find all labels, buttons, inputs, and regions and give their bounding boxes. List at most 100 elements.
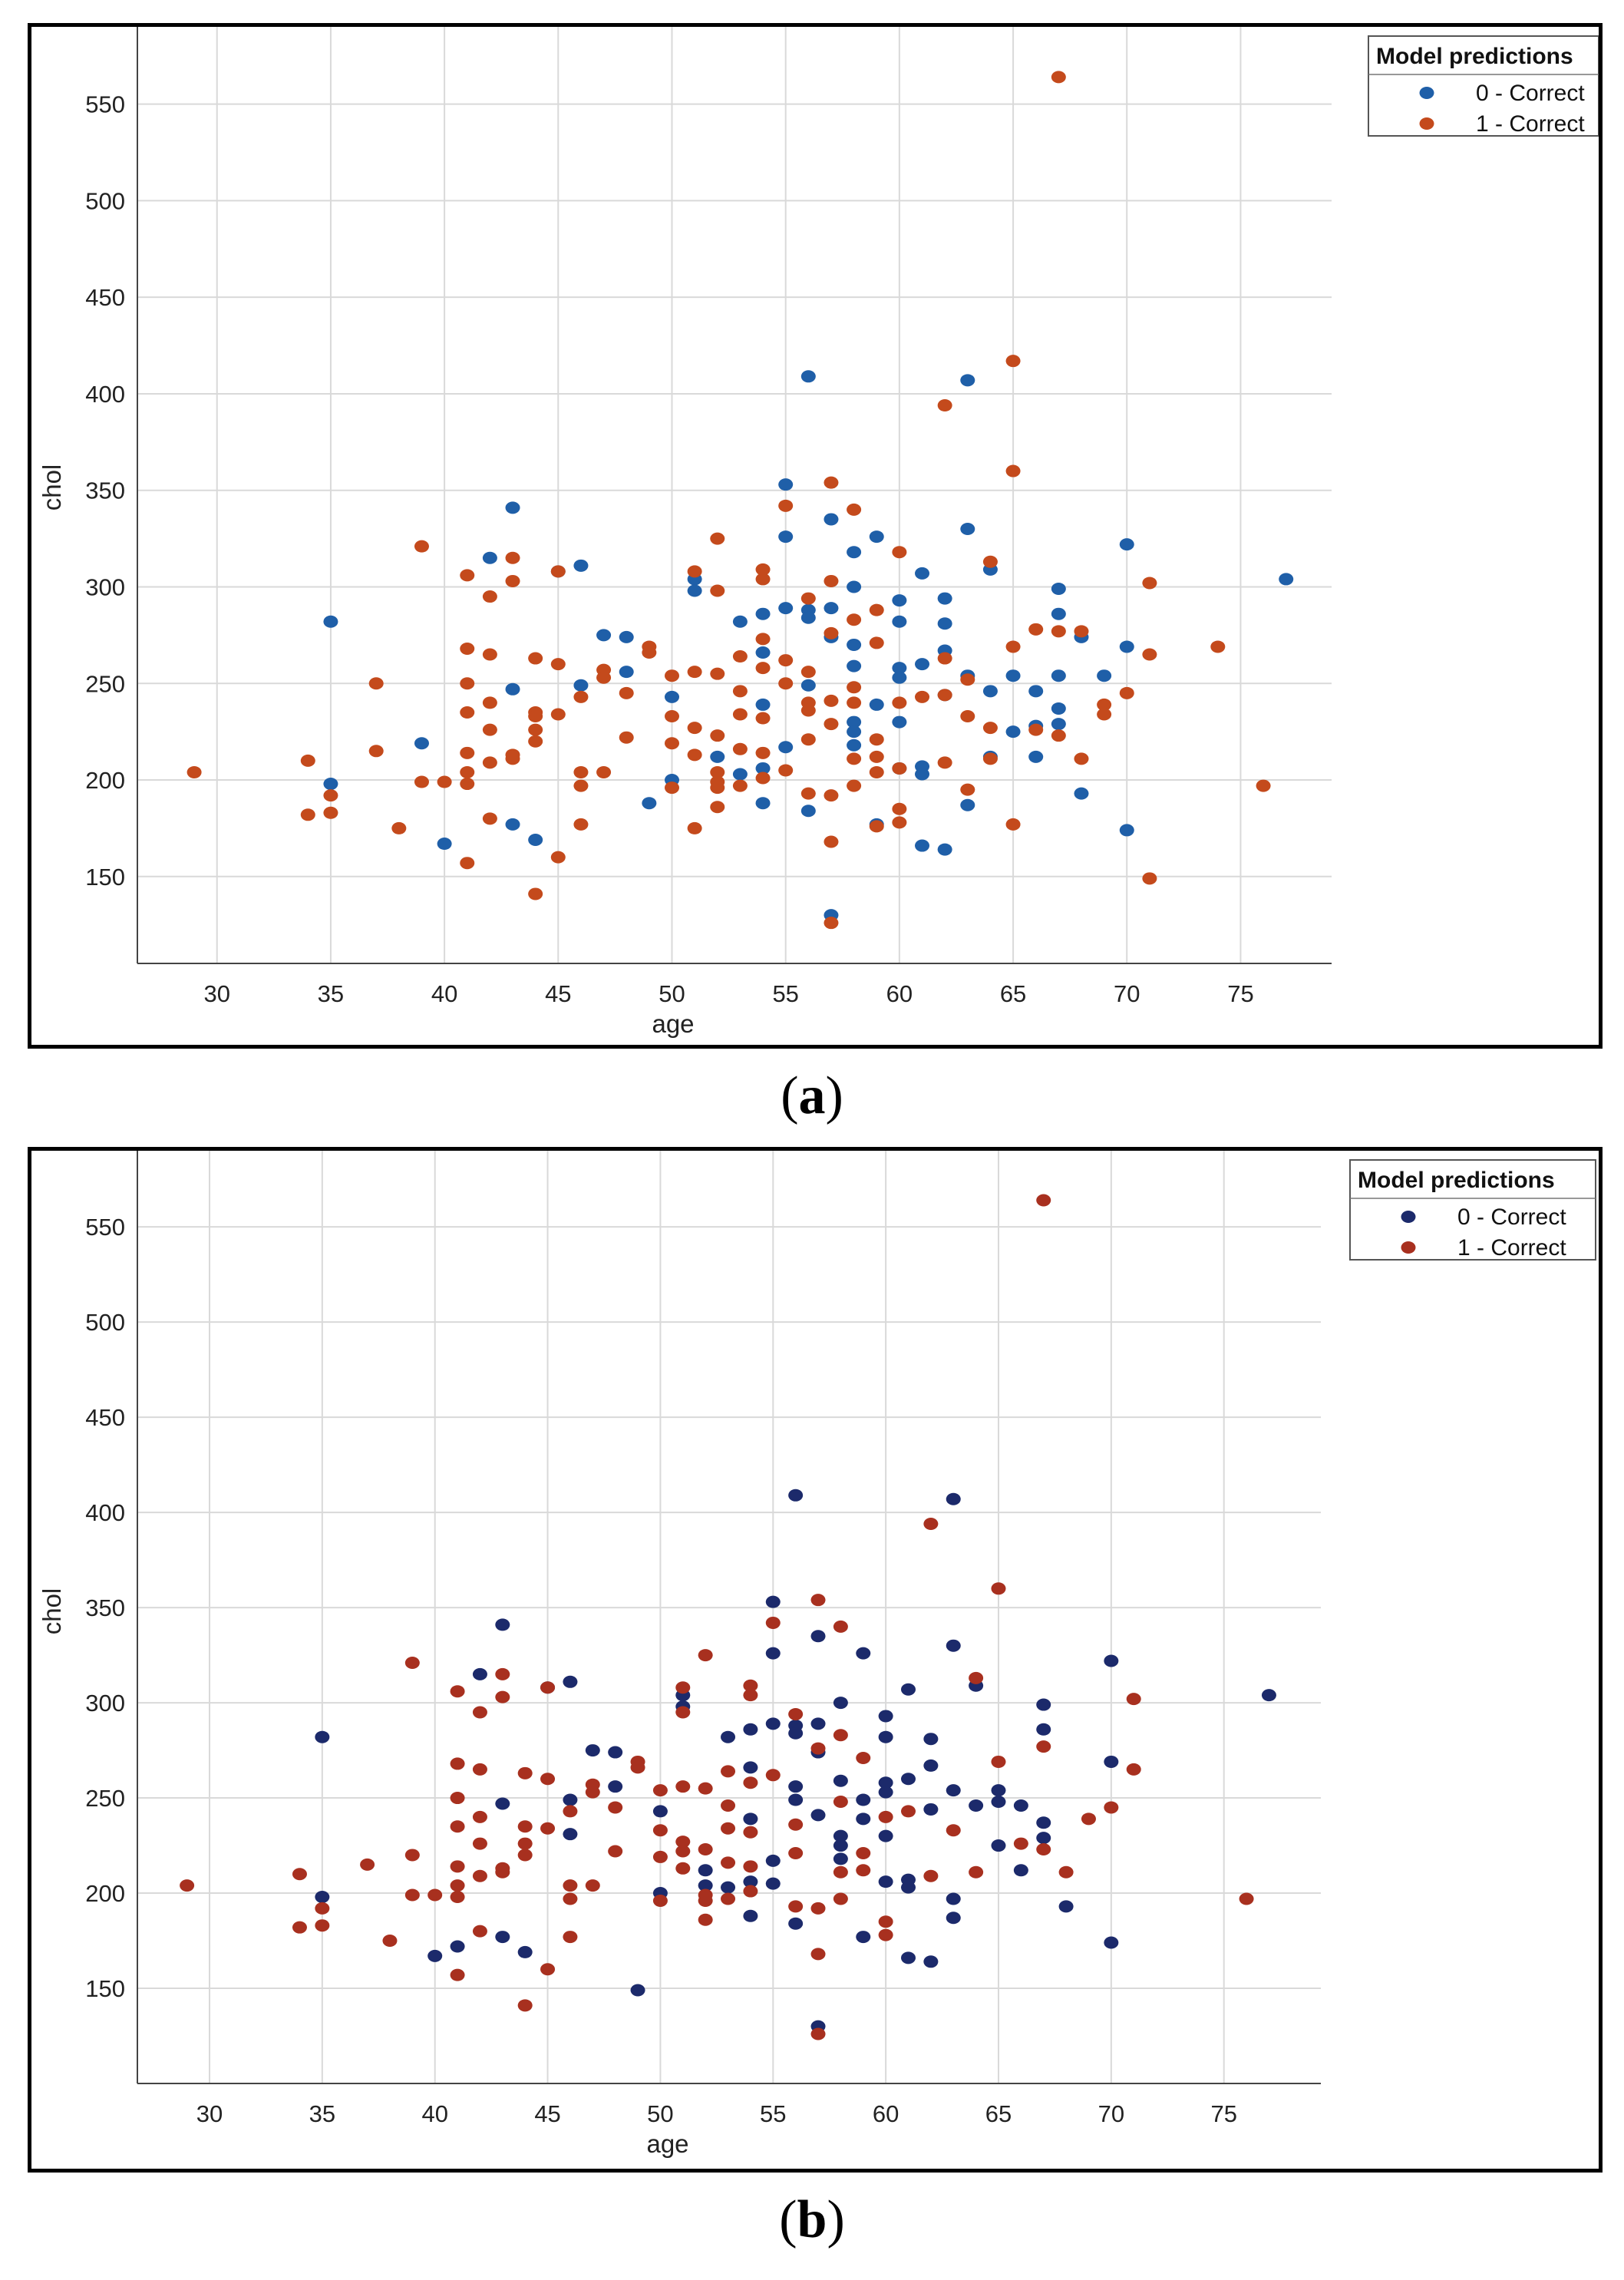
scatter-point — [619, 686, 634, 699]
scatter-point — [778, 764, 794, 777]
scatter-point — [1142, 872, 1157, 885]
scatter-point — [892, 615, 907, 628]
y-tick-label: 550 — [85, 91, 125, 118]
scatter-point — [710, 584, 725, 597]
scatter-point — [810, 1948, 826, 1961]
scatter-point — [540, 1773, 556, 1786]
y-tick-label: 400 — [85, 381, 125, 408]
scatter-point — [743, 1885, 758, 1898]
scatter-point — [743, 1679, 758, 1692]
scatter-point — [292, 1921, 307, 1934]
legend-a: Model predictions 0 - Correct 1 - Correct — [1368, 35, 1599, 137]
scatter-point — [833, 1697, 848, 1710]
scatter-point — [824, 835, 839, 848]
scatter-point — [755, 797, 771, 810]
scatter-point — [1051, 583, 1066, 595]
scatter-point — [856, 1931, 871, 1944]
scatter-point — [856, 1846, 871, 1859]
y-tick-label: 500 — [85, 187, 125, 214]
x-tick-label: 50 — [647, 2100, 673, 2127]
scatter-point — [788, 1489, 804, 1502]
scatter-point — [721, 1892, 736, 1905]
scatter-point — [1036, 1740, 1051, 1753]
scatter-point — [1005, 640, 1021, 653]
scatter-point — [1005, 355, 1021, 368]
scatter-point — [892, 762, 907, 775]
scatter-point — [698, 1864, 713, 1877]
scatter-point — [937, 689, 952, 702]
scatter-point — [937, 756, 952, 769]
scatter-point — [698, 1894, 713, 1907]
y-tick-label: 400 — [85, 1499, 125, 1526]
x-tick-label: 60 — [886, 980, 913, 1007]
scatter-point — [765, 1877, 781, 1890]
scatter-point — [810, 1717, 826, 1730]
scatter-point — [382, 1935, 398, 1948]
y-tick-label: 500 — [85, 1309, 125, 1336]
y-axis-label: chol — [38, 464, 66, 511]
scatter-point — [901, 1881, 916, 1894]
scatter-point — [878, 1710, 893, 1723]
x-axis-label: age — [652, 1009, 694, 1038]
scatter-point — [664, 710, 679, 723]
scatter-point — [833, 1852, 848, 1865]
scatter-point — [664, 669, 679, 682]
scatter-point — [856, 1812, 871, 1826]
scatter-point — [824, 694, 839, 707]
scatter-point — [1074, 625, 1089, 638]
scatter-point — [824, 602, 839, 615]
scatter-point — [687, 748, 702, 762]
scatter-point — [892, 594, 907, 607]
scatter-point — [1279, 573, 1294, 586]
scatter-point — [550, 708, 566, 721]
scatter-point — [969, 1799, 984, 1812]
scatter-point — [755, 573, 771, 586]
scatter-point — [460, 857, 475, 870]
scatter-point — [755, 772, 771, 785]
scatter-point — [946, 1892, 961, 1905]
scatter-chart-b: 30 35 40 45 50 55 60 65 70 75 150 200 250 300 350 400 45… — [38, 1151, 1596, 2158]
scatter-point — [856, 1864, 871, 1877]
scatter-point — [630, 1761, 645, 1774]
scatter-point — [517, 1849, 533, 1862]
scatter-point — [743, 1689, 758, 1702]
scatter-point — [528, 710, 543, 723]
scatter-point — [710, 801, 725, 814]
scatter-point — [765, 1595, 781, 1608]
scatter-point — [1036, 1723, 1051, 1736]
scatter-point — [528, 735, 543, 748]
legend-entry: 1 - Correct — [1476, 111, 1585, 137]
series-1-points — [186, 71, 1271, 930]
scatter-point — [833, 1892, 848, 1905]
scatter-point — [698, 1782, 713, 1795]
scatter-point — [550, 851, 566, 864]
scatter-point — [743, 1812, 758, 1826]
y-tick-label: 350 — [85, 1594, 125, 1621]
scatter-point — [619, 630, 634, 643]
scatter-point — [810, 1630, 826, 1643]
scatter-point — [960, 673, 975, 686]
scatter-point — [404, 1849, 420, 1862]
series-1-points — [180, 1194, 1254, 2040]
scatter-point — [833, 1620, 848, 1633]
scatter-point — [1104, 1936, 1119, 1949]
scatter-point — [687, 821, 702, 834]
scatter-point — [847, 752, 862, 765]
scatter-chart-a: 30 35 40 45 50 55 60 65 70 75 150 200 250 300 350 400 45… — [38, 27, 1599, 1038]
scatter-point — [915, 690, 930, 703]
scatter-point — [721, 1822, 736, 1835]
scatter-point — [1028, 685, 1044, 698]
scatter-point — [755, 698, 771, 711]
scatter-point — [450, 1820, 465, 1833]
scatter-point — [878, 1829, 893, 1842]
scatter-point — [960, 710, 975, 723]
scatter-point — [755, 712, 771, 725]
scatter-point — [517, 1999, 533, 2012]
scatter-point — [664, 737, 679, 750]
scatter-point — [856, 1751, 871, 1764]
scatter-point — [505, 818, 520, 831]
scatter-point — [404, 1888, 420, 1902]
scatter-point — [937, 399, 952, 412]
scatter-point — [495, 1865, 510, 1879]
scatter-point — [732, 779, 748, 792]
